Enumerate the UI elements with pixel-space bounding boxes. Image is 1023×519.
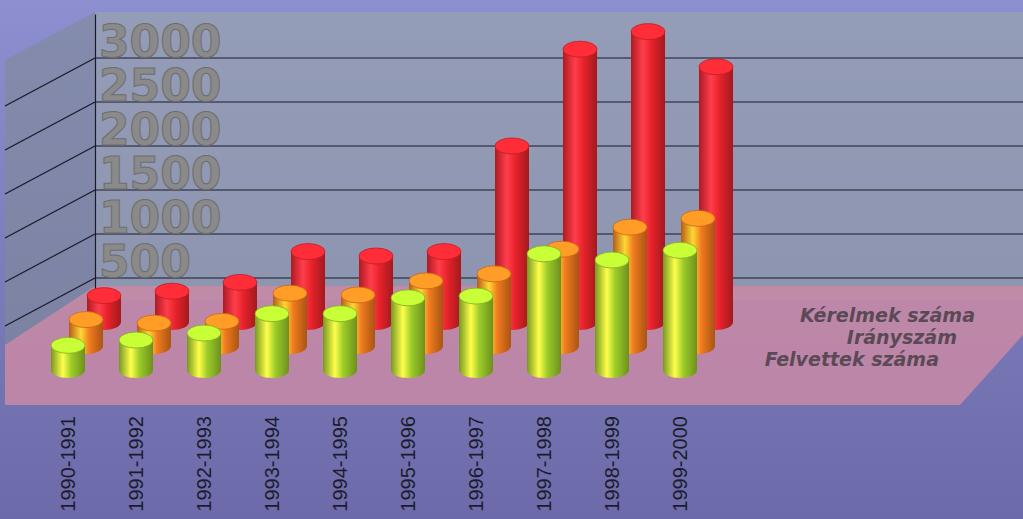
bar-top [119, 332, 153, 348]
bar-top [137, 315, 171, 331]
x-axis: 1990-1991 1991-1992 1992-1993 1993-1994 1994… [57, 416, 691, 512]
tick-label: 1000 [99, 192, 221, 243]
x-tick: 1990-1991 [57, 416, 79, 512]
bar [663, 250, 697, 370]
legend-label: Kérelmek száma [800, 304, 975, 326]
x-tick-label: 1995-1996 [397, 416, 419, 512]
bar-top [323, 306, 357, 322]
tick-label: 500 [99, 236, 191, 287]
legend-label: Irányszám [847, 326, 957, 348]
bar-top [563, 41, 597, 57]
background [0, 0, 1023, 519]
bar-top [341, 287, 375, 303]
x-tick: 1991-1992 [125, 416, 147, 512]
x-tick-label: 1998-1999 [601, 416, 623, 512]
bar-top [631, 24, 665, 40]
bar-top [187, 325, 221, 341]
y-axis: 50010001500200025003000 [96, 15, 222, 323]
x-tick: 1993-1994 [261, 416, 283, 512]
bar-top [613, 219, 647, 235]
bar [323, 314, 357, 370]
bar-top [223, 274, 257, 290]
bar-top [391, 290, 425, 306]
grid-line-side [5, 58, 95, 106]
tick-label: 2500 [99, 60, 221, 111]
grid-line [95, 145, 1023, 146]
bar-top [273, 285, 307, 301]
series [51, 242, 697, 378]
bar-top [459, 288, 493, 304]
bar [255, 314, 289, 370]
bar-top [155, 283, 189, 299]
x-tick-label: 1993-1994 [261, 416, 283, 512]
tick: 1500 [99, 148, 221, 199]
x-tick: 1998-1999 [601, 416, 623, 512]
bar-top [427, 244, 461, 260]
grid-line [95, 57, 1023, 58]
x-tick: 1992-1993 [193, 416, 215, 512]
bar-top [663, 242, 697, 258]
grid-line-side [5, 146, 95, 194]
tick-label: 2000 [99, 104, 221, 155]
bar-top [527, 246, 561, 262]
tick: 2500 [99, 60, 221, 111]
x-tick: 1999-2000 [669, 416, 691, 512]
bar-top [699, 59, 733, 75]
tick-label: 3000 [99, 16, 221, 67]
x-tick-label: 1996-1997 [465, 416, 487, 512]
x-tick: 1994-1995 [329, 416, 351, 512]
bar-top [477, 266, 511, 282]
x-tick: 1996-1997 [465, 416, 487, 512]
x-tick-label: 1999-2000 [669, 416, 691, 512]
bar-top [595, 252, 629, 268]
bar [527, 254, 561, 370]
x-tick-label: 1994-1995 [329, 416, 351, 512]
bar [459, 296, 493, 370]
bar-top [409, 273, 443, 289]
grid-line-side [5, 234, 95, 282]
grid-line [95, 101, 1023, 102]
back-wall [95, 12, 1023, 300]
bar-top [359, 248, 393, 264]
tick: 500 [99, 236, 191, 287]
axis-line [95, 15, 96, 323]
tick: 3000 [99, 16, 221, 67]
grid-line [95, 189, 1023, 190]
bar-top [291, 244, 325, 260]
bar-top [51, 337, 85, 353]
bar [595, 260, 629, 370]
x-tick: 1995-1996 [397, 416, 419, 512]
grid-line-side [5, 190, 95, 238]
x-tick-label: 1992-1993 [193, 416, 215, 512]
bar-top [87, 288, 121, 304]
tick: 1000 [99, 192, 221, 243]
tick: 2000 [99, 104, 221, 155]
bar-top [495, 138, 529, 154]
grid-line [95, 233, 1023, 234]
x-tick-label: 1991-1992 [125, 416, 147, 512]
x-tick-label: 1997-1998 [533, 416, 555, 512]
grid-line-side [5, 102, 95, 150]
legend-label: Felvettek száma [765, 348, 939, 370]
bar-top [681, 210, 715, 226]
grid [5, 58, 1023, 326]
bar-top [69, 312, 103, 328]
bars [51, 24, 733, 378]
x-tick-label: 1990-1991 [57, 416, 79, 512]
bar-top [255, 306, 289, 322]
x-tick: 1997-1998 [533, 416, 555, 512]
bar [391, 298, 425, 370]
tick-label: 1500 [99, 148, 221, 199]
legend: Kérelmek számaIrányszámFelvettek száma [765, 304, 975, 370]
